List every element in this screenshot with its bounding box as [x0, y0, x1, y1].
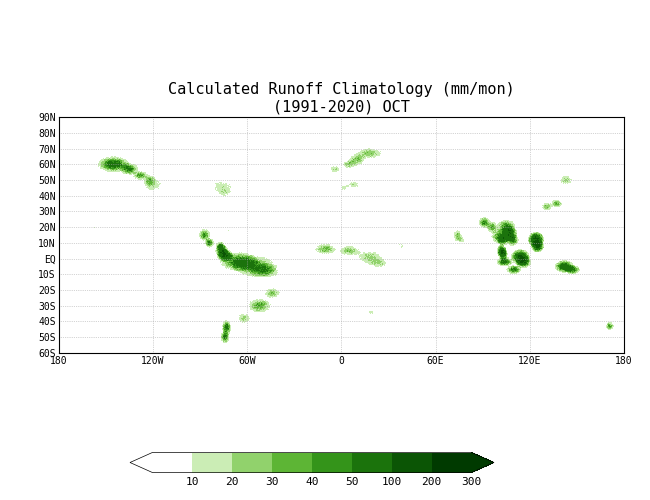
Title: Calculated Runoff Climatology (mm/mon)
(1991-2020) OCT: Calculated Runoff Climatology (mm/mon) (…	[168, 82, 515, 114]
PathPatch shape	[130, 452, 152, 472]
PathPatch shape	[472, 452, 494, 472]
